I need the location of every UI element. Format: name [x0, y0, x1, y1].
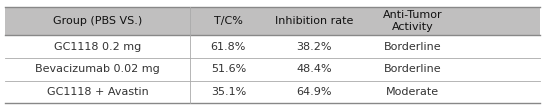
- Text: Inhibition rate: Inhibition rate: [275, 16, 353, 26]
- Text: T/C%: T/C%: [214, 16, 243, 26]
- Text: Moderate: Moderate: [386, 87, 439, 97]
- Bar: [5, 58, 540, 81]
- Text: Bevacizumab 0.02 mg: Bevacizumab 0.02 mg: [35, 64, 160, 74]
- Text: GC1118 + Avastin: GC1118 + Avastin: [47, 87, 148, 97]
- Text: Group (PBS VS.): Group (PBS VS.): [53, 16, 142, 26]
- Text: Borderline: Borderline: [384, 64, 441, 74]
- Text: Borderline: Borderline: [384, 42, 441, 51]
- Text: Anti-Tumor
Activity: Anti-Tumor Activity: [383, 10, 443, 32]
- Text: 51.6%: 51.6%: [211, 64, 246, 74]
- Bar: [5, 7, 540, 35]
- Text: 48.4%: 48.4%: [296, 64, 332, 74]
- Bar: [5, 81, 540, 103]
- Text: GC1118 0.2 mg: GC1118 0.2 mg: [54, 42, 141, 51]
- Text: 35.1%: 35.1%: [211, 87, 246, 97]
- Text: 38.2%: 38.2%: [296, 42, 332, 51]
- Text: 64.9%: 64.9%: [296, 87, 332, 97]
- Bar: [5, 35, 540, 58]
- Text: 61.8%: 61.8%: [211, 42, 246, 51]
